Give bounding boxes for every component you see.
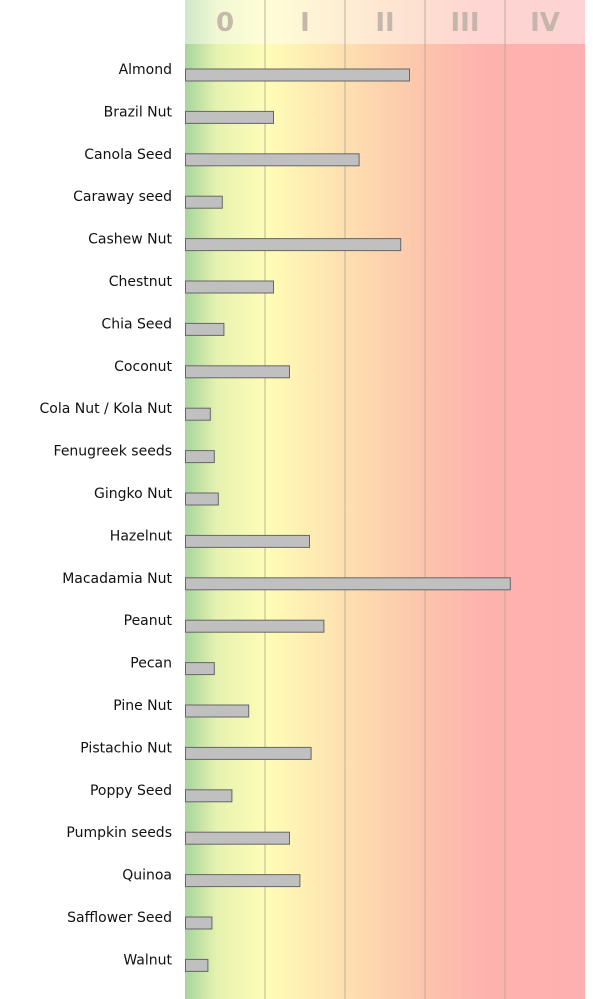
bar-18	[185, 831, 290, 845]
category-label-15: Pine Nut	[113, 698, 172, 714]
bar-11	[185, 534, 310, 548]
category-label-18: Pumpkin seeds	[66, 825, 172, 841]
category-label-19: Quinoa	[122, 868, 172, 884]
bar-9	[185, 450, 215, 464]
category-label-8: Cola Nut / Kola Nut	[39, 401, 172, 417]
bar-0	[185, 68, 410, 82]
header-labels: 0 I II III IV	[216, 8, 560, 38]
header-label-2: II	[375, 8, 394, 38]
bar-2	[185, 153, 360, 167]
category-label-2: Canola Seed	[84, 147, 172, 163]
bar-3	[185, 195, 223, 209]
category-label-7: Coconut	[114, 359, 172, 375]
bar-15	[185, 704, 250, 718]
category-label-0: Almond	[119, 62, 172, 78]
category-labels: Almond Brazil Nut Canola Seed Caraway seed C…	[39, 62, 172, 968]
header-label-3: III	[450, 8, 479, 38]
category-label-9: Fenugreek seeds	[54, 444, 172, 460]
bar-6	[185, 322, 225, 336]
bar-12	[185, 577, 511, 591]
bar-21	[185, 958, 209, 972]
bar-7	[185, 365, 290, 379]
bar-4	[185, 238, 402, 252]
bar-19	[185, 874, 301, 888]
category-label-20: Safflower Seed	[67, 910, 172, 926]
bar-13	[185, 619, 325, 633]
category-label-17: Poppy Seed	[90, 783, 172, 799]
bar-5	[185, 280, 274, 294]
bar-14	[185, 662, 215, 676]
category-label-10: Gingko Nut	[94, 486, 172, 502]
category-label-1: Brazil Nut	[104, 104, 173, 120]
category-label-13: Peanut	[124, 613, 173, 629]
category-label-11: Hazelnut	[110, 528, 173, 544]
bar-17	[185, 789, 233, 803]
category-label-6: Chia Seed	[101, 316, 172, 332]
category-label-12: Macadamia Nut	[62, 571, 172, 587]
category-label-16: Pistachio Nut	[80, 740, 172, 756]
header-label-4: IV	[530, 8, 560, 38]
category-label-21: Walnut	[123, 952, 172, 968]
bar-10	[185, 492, 219, 506]
bar-16	[185, 746, 312, 760]
header-band	[185, 0, 585, 44]
category-label-3: Caraway seed	[73, 189, 172, 205]
zone-background	[185, 0, 585, 999]
category-label-14: Pecan	[130, 656, 172, 672]
header-label-1: I	[300, 8, 310, 38]
header-label-0: 0	[216, 8, 234, 38]
category-label-5: Chestnut	[109, 274, 173, 290]
category-label-4: Cashew Nut	[88, 232, 172, 248]
bar-1	[185, 110, 274, 124]
bars	[185, 68, 511, 972]
bar-20	[185, 916, 213, 930]
bar-8	[185, 407, 211, 421]
